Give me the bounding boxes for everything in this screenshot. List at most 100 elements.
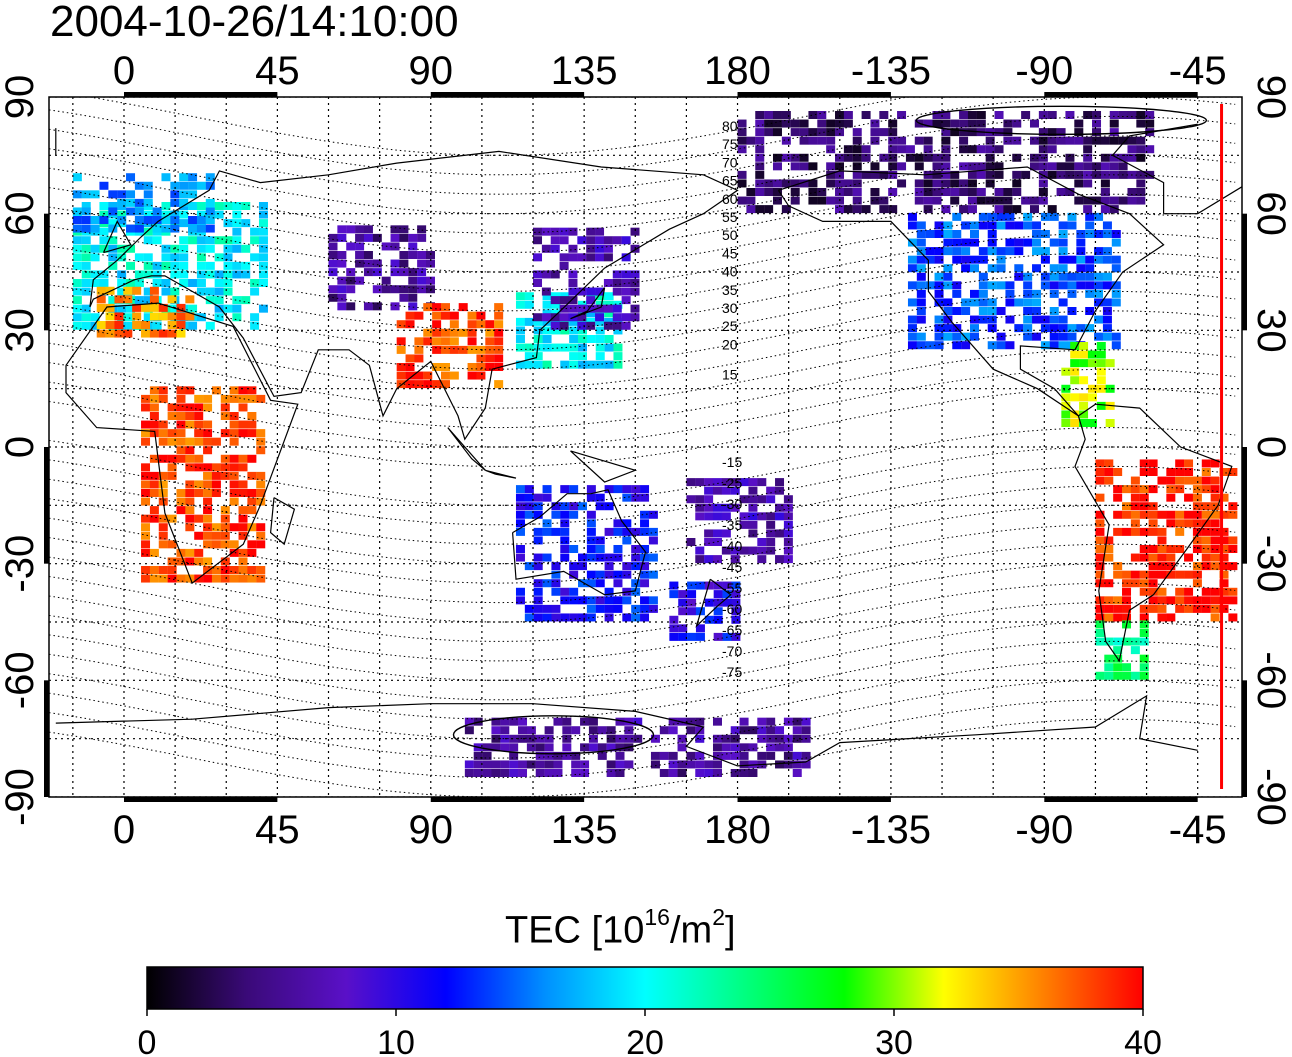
- tec-cell: [1109, 196, 1119, 205]
- tec-cell: [1148, 570, 1158, 579]
- tec-cell: [568, 227, 578, 236]
- tec-cell: [1061, 393, 1071, 402]
- tec-cell: [852, 153, 862, 162]
- tec-cell: [772, 128, 782, 137]
- coastline: [447, 427, 486, 471]
- tec-cell: [755, 188, 765, 196]
- tec-cell: [559, 261, 569, 270]
- tec-cell: [408, 251, 418, 259]
- tec-cell: [1111, 238, 1121, 247]
- tec-cell: [179, 270, 189, 279]
- tec-cell: [586, 613, 596, 622]
- tec-cell: [648, 536, 658, 545]
- tec-cell: [568, 244, 578, 253]
- tec-cell: [669, 624, 679, 633]
- tec-cell: [712, 734, 722, 743]
- tec-cell: [764, 205, 774, 214]
- tec-cell: [205, 270, 215, 279]
- tec-cell: [1079, 419, 1089, 427]
- tec-cell: [167, 454, 177, 463]
- tec-cell: [595, 536, 605, 545]
- tec-cell: [772, 179, 782, 188]
- tec-cell: [458, 345, 468, 354]
- tec-cell: [985, 136, 995, 145]
- tec-cell: [363, 233, 373, 242]
- tec-cell: [1219, 604, 1229, 613]
- tec-cell: [1038, 153, 1048, 162]
- tec-cell: [229, 394, 239, 403]
- tec-cell: [117, 216, 127, 224]
- tec-cell: [551, 510, 561, 519]
- contour-label-north: 25: [722, 318, 738, 334]
- tec-cell: [1175, 587, 1185, 596]
- tec-cell: [612, 313, 622, 322]
- tec-cell: [551, 613, 561, 622]
- tec-cell: [258, 279, 268, 287]
- tec-cell: [748, 495, 758, 504]
- tec-cell: [188, 202, 198, 210]
- tec-cell: [518, 769, 528, 777]
- tec-cell: [695, 503, 705, 512]
- tec-cell: [141, 321, 151, 329]
- tec-cell: [1092, 136, 1102, 145]
- tec-cell: [1148, 510, 1158, 519]
- tec-cell: [526, 760, 536, 769]
- tec-cell: [1067, 281, 1077, 290]
- tec-cell: [1087, 419, 1097, 427]
- tec-cell: [108, 236, 118, 245]
- tec-cell: [250, 279, 260, 287]
- tec-cell: [238, 506, 248, 515]
- contour-north-pole-oval: [915, 105, 1208, 136]
- tec-cell: [961, 255, 971, 264]
- tec-cell: [108, 261, 118, 270]
- tec-cell: [985, 196, 995, 205]
- tec-cell: [978, 221, 988, 230]
- tec-cell: [624, 734, 634, 743]
- tec-cell: [408, 302, 418, 311]
- frame-tick-marks: [44, 92, 1247, 802]
- tec-cell: [220, 531, 230, 540]
- tec-cell: [1047, 170, 1057, 179]
- tec-cell: [704, 769, 714, 777]
- tec-cell: [826, 179, 836, 188]
- lon-tick-label-top: -90: [1015, 49, 1073, 93]
- tec-cell: [630, 227, 640, 236]
- tec-cell: [1003, 196, 1013, 205]
- tec-cell: [987, 238, 997, 247]
- tec-cell: [1014, 238, 1024, 247]
- tec-cell: [748, 529, 758, 538]
- tec-cell: [518, 760, 528, 769]
- tec-cell: [907, 315, 917, 324]
- tec-cell: [96, 286, 106, 295]
- tec-cell: [211, 566, 221, 574]
- tec-cell: [559, 296, 569, 305]
- tec-cell: [1210, 613, 1220, 622]
- tec-cell: [220, 574, 230, 583]
- tec-cell: [355, 251, 365, 259]
- tec-cell: [967, 119, 977, 128]
- tec-cell: [355, 276, 365, 285]
- tec-cell: [1032, 289, 1042, 298]
- tec-cell: [518, 734, 528, 743]
- tec-cell: [432, 303, 442, 312]
- contour-line: [49, 465, 1236, 545]
- tec-cell: [203, 446, 213, 455]
- tec-cell: [223, 253, 233, 262]
- tec-cell: [595, 493, 605, 502]
- tec-cell: [1096, 342, 1106, 350]
- tec-cell: [766, 751, 776, 760]
- tec-cell: [423, 328, 433, 337]
- tec-cell: [1032, 315, 1042, 324]
- tec-cell: [722, 590, 732, 599]
- tec-cell: [1157, 510, 1167, 519]
- colorbar-tick-label: 40: [1124, 1024, 1162, 1057]
- tec-cell: [176, 437, 186, 446]
- tec-cell: [176, 454, 186, 463]
- tec-cell: [1139, 545, 1149, 553]
- tec-cell: [1074, 119, 1084, 128]
- tec-cell: [167, 574, 177, 583]
- tec-cell: [792, 751, 802, 760]
- tec-cell: [81, 321, 91, 330]
- tec-cell: [1094, 212, 1104, 221]
- tec-cell: [90, 253, 100, 262]
